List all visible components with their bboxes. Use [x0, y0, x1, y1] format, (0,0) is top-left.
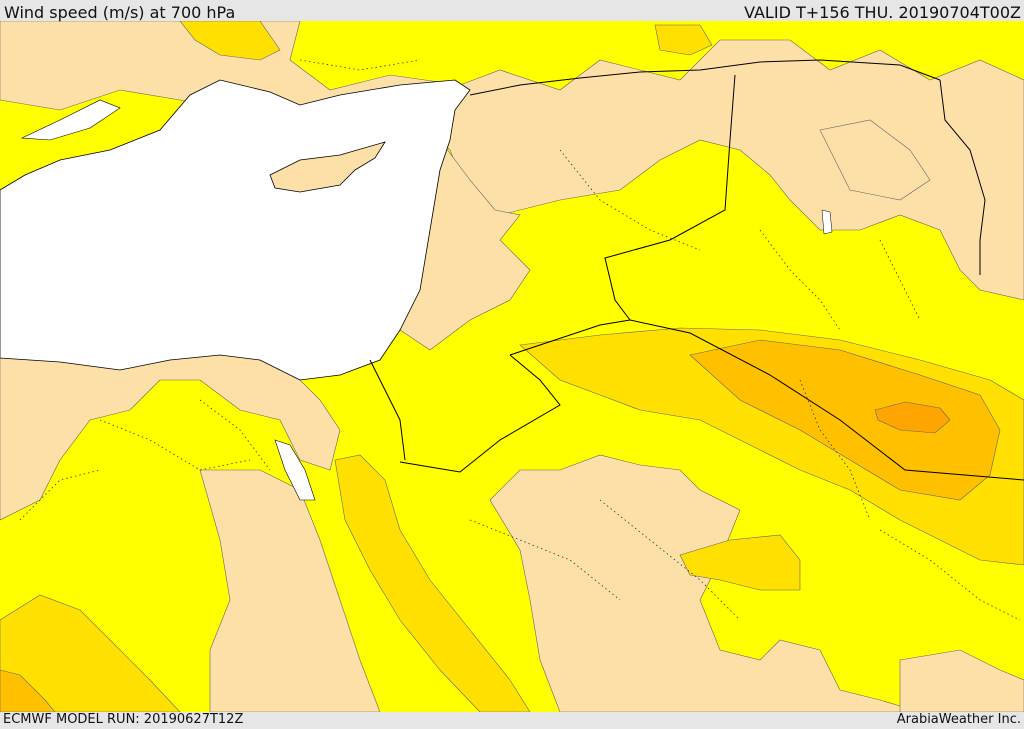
model-run-label: ECMWF MODEL RUN: 20190627T12Z	[3, 712, 244, 727]
band-ne-blob	[654, 24, 713, 56]
cyprus-island	[269, 141, 386, 193]
title-bar	[0, 0, 1024, 21]
country-borders	[369, 59, 1024, 481]
band-core-outer	[689, 339, 1001, 501]
border-jordan-saudi	[509, 319, 1024, 481]
footer-bar	[0, 712, 1024, 729]
low-wind-patch-iraq	[819, 119, 931, 201]
gulf-of-suez	[274, 439, 316, 501]
border-jordan-iraq	[399, 354, 561, 473]
credit-label: ArabiaWeather Inc.	[896, 712, 1021, 727]
wind-speed-map	[0, 21, 1024, 712]
low-wind-arabia	[489, 454, 921, 712]
border-iran	[939, 79, 986, 275]
lake-east	[821, 209, 833, 235]
band-southwest	[0, 594, 181, 712]
map-title: Wind speed (m/s) at 700 hPa	[4, 3, 236, 22]
valid-time-label: VALID T+156 THU. 20190704T00Z	[744, 3, 1021, 22]
border-turkey-syria	[469, 59, 941, 96]
admin-boundaries	[19, 59, 1021, 621]
border-egypt-israel	[369, 359, 406, 461]
low-wind-patch-se	[899, 649, 1024, 712]
band-core-inner	[874, 401, 951, 434]
band-south-blob	[679, 534, 801, 591]
band-red-sea	[334, 454, 531, 712]
band-sw-core	[0, 669, 56, 712]
border-syria-iraq	[604, 74, 736, 321]
aegean-island	[20, 99, 121, 141]
strong-wind-areas	[0, 339, 1001, 712]
band-north-blob	[179, 21, 281, 61]
